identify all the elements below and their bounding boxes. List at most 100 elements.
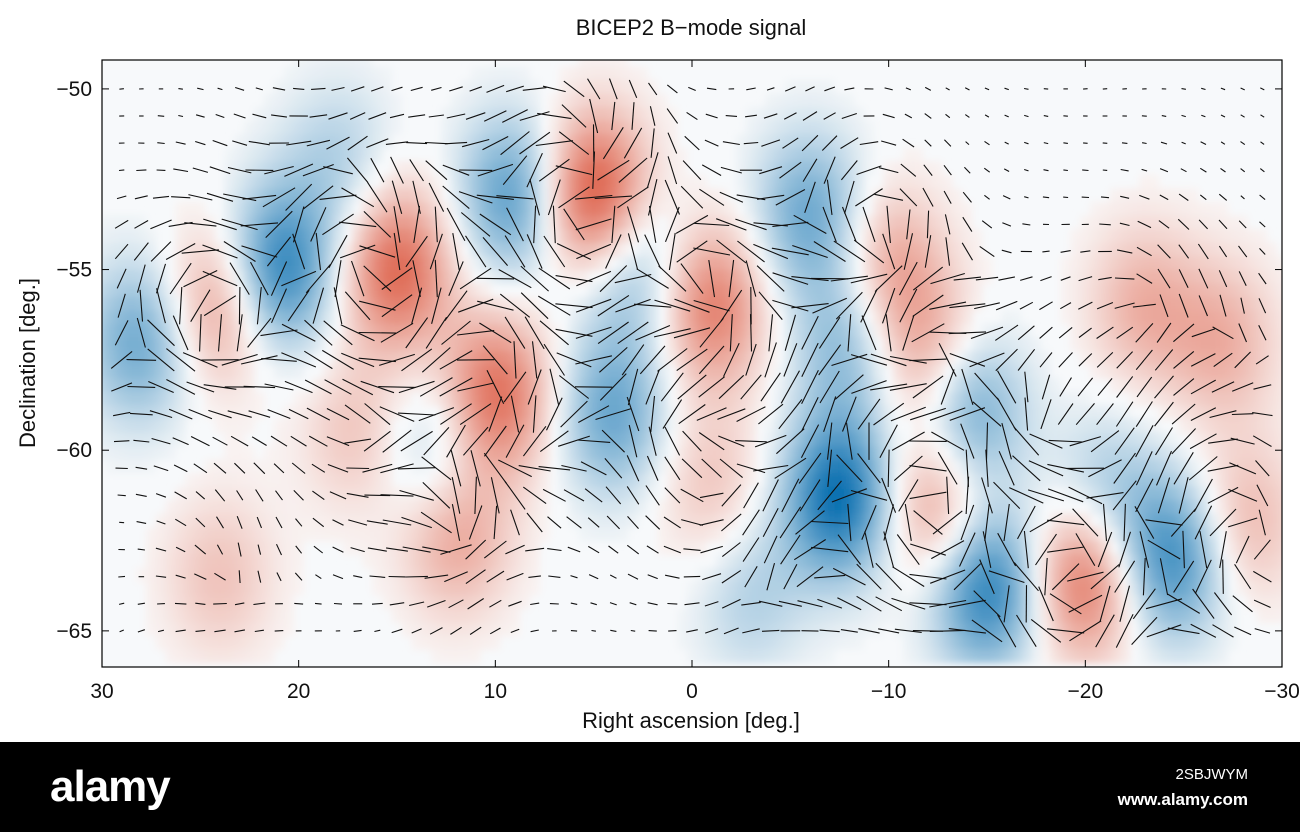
heatmap-cell	[1139, 229, 1150, 244]
heatmap-cell	[617, 66, 629, 81]
heatmap-cell	[1217, 364, 1229, 379]
heatmap-cell	[912, 174, 924, 190]
polarization-vector	[555, 303, 593, 309]
heatmap-cell	[598, 378, 609, 393]
heatmap-cell	[804, 147, 816, 162]
heatmap-cell	[263, 147, 275, 162]
heatmap-cell	[214, 527, 226, 542]
polarization-vector	[1040, 399, 1052, 430]
heatmap-cell	[971, 418, 983, 433]
heatmap-cell	[647, 418, 658, 433]
heatmap-cell	[293, 188, 304, 203]
polarization-vector	[973, 590, 1001, 618]
heatmap-cell	[519, 391, 531, 406]
heatmap-cell	[794, 283, 806, 298]
polarization-vector	[547, 179, 561, 216]
heatmap-cell	[686, 391, 698, 406]
heatmap-cell	[480, 486, 491, 501]
heatmap-cell	[102, 242, 108, 257]
heatmap-cell	[804, 621, 816, 637]
heatmap-cell	[568, 242, 580, 257]
heatmap-cell	[470, 229, 481, 244]
heatmap-cell	[1040, 445, 1052, 460]
polarization-vector	[667, 132, 678, 154]
polarization-vector	[255, 87, 263, 91]
heatmap-cell	[785, 459, 796, 474]
heatmap-cell	[136, 567, 147, 582]
heatmap-cell	[450, 432, 462, 447]
heatmap-cell	[440, 527, 452, 542]
heatmap-cell	[1119, 554, 1130, 569]
polarization-vector	[628, 79, 638, 99]
heatmap-cell	[1178, 567, 1189, 582]
heatmap-cell	[332, 513, 344, 528]
polarization-vector	[761, 629, 780, 632]
polarization-vector	[202, 270, 238, 287]
heatmap-cell	[1266, 527, 1278, 542]
polarization-vector	[110, 350, 133, 369]
heatmap-cell	[313, 229, 324, 244]
heatmap-cell	[568, 201, 580, 217]
heatmap-cell	[863, 391, 875, 406]
heatmap-cell	[126, 215, 137, 230]
heatmap-cell	[588, 391, 599, 406]
heatmap-cell	[962, 608, 973, 623]
heatmap-cell	[912, 445, 924, 460]
heatmap-cell	[1266, 472, 1278, 488]
heatmap-cell	[175, 256, 186, 271]
heatmap-cell	[794, 93, 806, 108]
polarization-vector	[718, 374, 745, 400]
heatmap-cell	[490, 432, 501, 447]
heatmap-cell	[1060, 594, 1071, 610]
heatmap-cell	[1099, 649, 1111, 664]
heatmap-cell	[440, 296, 452, 311]
heatmap-cell	[667, 527, 678, 542]
heatmap-cell	[1158, 229, 1170, 244]
heatmap-cell	[411, 161, 422, 176]
heatmap-cell	[1188, 635, 1199, 650]
polarization-vector	[984, 114, 990, 118]
polarization-vector	[452, 233, 460, 270]
heatmap-cell	[204, 635, 216, 650]
heatmap-cell	[214, 283, 226, 298]
polarization-vector	[1017, 325, 1035, 341]
polarization-vector	[558, 375, 590, 399]
polarization-vector	[213, 462, 227, 474]
heatmap-cell	[450, 188, 462, 203]
heatmap-cell	[145, 391, 157, 406]
heatmap-cell	[332, 120, 344, 135]
heatmap-cell	[608, 269, 619, 284]
heatmap-cell	[421, 418, 432, 433]
heatmap-cell	[1080, 351, 1091, 366]
heatmap-cell	[657, 161, 668, 176]
heatmap-cell	[244, 215, 255, 230]
polarization-vector	[599, 373, 627, 401]
heatmap-cell	[922, 649, 934, 664]
heatmap-cell	[401, 567, 413, 582]
heatmap-cell	[185, 310, 196, 325]
heatmap-cell	[273, 351, 285, 366]
heatmap-cell	[204, 500, 216, 515]
heatmap-cell	[431, 364, 442, 379]
polarization-vector	[221, 218, 258, 231]
heatmap-cell	[716, 554, 727, 569]
polarization-vector	[175, 518, 187, 527]
heatmap-cell	[1089, 635, 1101, 650]
heatmap-cell	[1217, 283, 1229, 298]
heatmap-cell	[1276, 269, 1282, 284]
heatmap-cell	[273, 242, 285, 257]
heatmap-cell	[1119, 296, 1130, 311]
heatmap-cell	[814, 621, 826, 637]
heatmap-cell	[1021, 635, 1032, 650]
polarization-vector	[686, 111, 698, 121]
heatmap-cell	[1080, 445, 1091, 460]
heatmap-cell	[578, 269, 590, 284]
polarization-vector	[367, 547, 387, 552]
heatmap-cell	[844, 418, 855, 433]
polarization-vector	[155, 263, 167, 294]
heatmap-cell	[175, 242, 186, 257]
heatmap-cell	[1198, 554, 1209, 569]
heatmap-cell	[106, 364, 118, 379]
heatmap-cell	[1217, 351, 1229, 366]
heatmap-cell	[244, 283, 255, 298]
